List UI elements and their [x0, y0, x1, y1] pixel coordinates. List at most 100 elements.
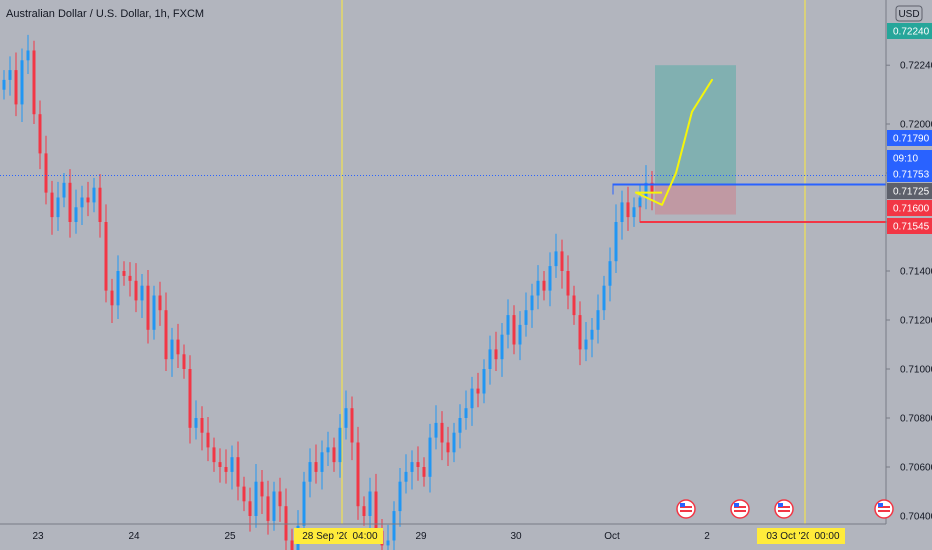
candle[interactable]	[464, 390, 468, 430]
event-flag-icon[interactable]	[774, 499, 794, 519]
candle[interactable]	[506, 299, 510, 349]
candle[interactable]	[20, 48, 24, 123]
candle[interactable]	[188, 355, 192, 444]
candle[interactable]	[212, 437, 216, 472]
candle[interactable]	[320, 440, 324, 490]
candle[interactable]	[8, 56, 12, 96]
candle[interactable]	[92, 177, 96, 213]
candle[interactable]	[218, 448, 222, 483]
candle[interactable]	[542, 271, 546, 301]
candle[interactable]	[476, 372, 480, 408]
candle[interactable]	[308, 448, 312, 498]
candle[interactable]	[152, 285, 156, 340]
candle[interactable]	[368, 477, 372, 532]
price-tag[interactable]: 09:10	[887, 150, 932, 166]
position-stop-zone[interactable]	[655, 184, 736, 215]
candle[interactable]	[632, 197, 636, 227]
candle[interactable]	[206, 417, 210, 462]
candle[interactable]	[554, 233, 558, 278]
candle[interactable]	[566, 255, 570, 310]
projection-path[interactable]	[635, 78, 713, 206]
price-tag[interactable]: 0.71753	[887, 166, 932, 182]
candle[interactable]	[572, 285, 576, 325]
candle[interactable]	[326, 431, 330, 467]
candle[interactable]	[494, 331, 498, 371]
candle[interactable]	[194, 400, 198, 440]
candle[interactable]	[272, 481, 276, 531]
candle[interactable]	[14, 52, 18, 117]
candle[interactable]	[116, 255, 120, 320]
candle[interactable]	[266, 480, 270, 535]
candle[interactable]	[608, 247, 612, 302]
candle[interactable]	[512, 305, 516, 355]
candle[interactable]	[614, 204, 618, 273]
candle[interactable]	[128, 262, 132, 297]
candle[interactable]	[386, 524, 390, 550]
candle[interactable]	[284, 488, 288, 550]
candle[interactable]	[140, 273, 144, 319]
event-flag-icon[interactable]	[676, 499, 696, 519]
candle[interactable]	[644, 165, 648, 210]
currency-badge[interactable]: USD	[895, 5, 923, 22]
candle[interactable]	[74, 189, 78, 234]
candle[interactable]	[62, 173, 66, 208]
candle[interactable]	[230, 445, 234, 490]
candle[interactable]	[536, 265, 540, 310]
candle[interactable]	[488, 335, 492, 385]
event-flag-icon[interactable]	[874, 499, 894, 519]
candle[interactable]	[590, 318, 594, 358]
candle[interactable]	[122, 261, 126, 286]
candle[interactable]	[404, 454, 408, 494]
price-tag[interactable]: 0.71725	[887, 183, 932, 199]
candle[interactable]	[446, 426, 450, 467]
candle[interactable]	[530, 283, 534, 328]
price-tag[interactable]: 0.71790	[887, 130, 932, 146]
candle[interactable]	[584, 321, 588, 362]
candle[interactable]	[176, 323, 180, 369]
candle[interactable]	[68, 169, 72, 238]
candle[interactable]	[560, 239, 564, 289]
candle[interactable]	[602, 275, 606, 320]
candle[interactable]	[362, 496, 366, 526]
candle[interactable]	[578, 301, 582, 366]
candle[interactable]	[200, 406, 204, 451]
candle[interactable]	[482, 359, 486, 404]
candle[interactable]	[452, 422, 456, 463]
candle[interactable]	[242, 476, 246, 512]
candle[interactable]	[50, 180, 54, 235]
candle[interactable]	[440, 411, 444, 461]
candle[interactable]	[548, 252, 552, 307]
candle[interactable]	[470, 376, 474, 426]
candle[interactable]	[596, 294, 600, 344]
position-target-zone[interactable]	[655, 65, 736, 185]
candle[interactable]	[80, 185, 84, 225]
candle[interactable]	[38, 100, 42, 170]
candle[interactable]	[518, 311, 522, 361]
candle[interactable]	[44, 135, 48, 205]
price-tag[interactable]: 0.71600	[887, 200, 932, 216]
candle[interactable]	[392, 501, 396, 550]
candle[interactable]	[224, 449, 228, 484]
event-flag-icon[interactable]	[730, 499, 750, 519]
candle[interactable]	[182, 344, 186, 379]
candle[interactable]	[416, 446, 420, 481]
candle[interactable]	[86, 181, 90, 217]
candle[interactable]	[410, 450, 414, 490]
candle[interactable]	[434, 405, 438, 450]
candle[interactable]	[422, 457, 426, 487]
candle[interactable]	[98, 173, 102, 238]
candle[interactable]	[170, 327, 174, 377]
candle[interactable]	[524, 292, 528, 337]
candle[interactable]	[158, 281, 162, 326]
candle[interactable]	[260, 469, 264, 515]
candle[interactable]	[236, 441, 240, 501]
candle[interactable]	[290, 528, 294, 550]
candle[interactable]	[626, 186, 630, 231]
candle[interactable]	[356, 426, 360, 520]
candle[interactable]	[146, 270, 150, 344]
candle[interactable]	[500, 322, 504, 377]
candle[interactable]	[458, 404, 462, 449]
candle[interactable]	[332, 437, 336, 472]
